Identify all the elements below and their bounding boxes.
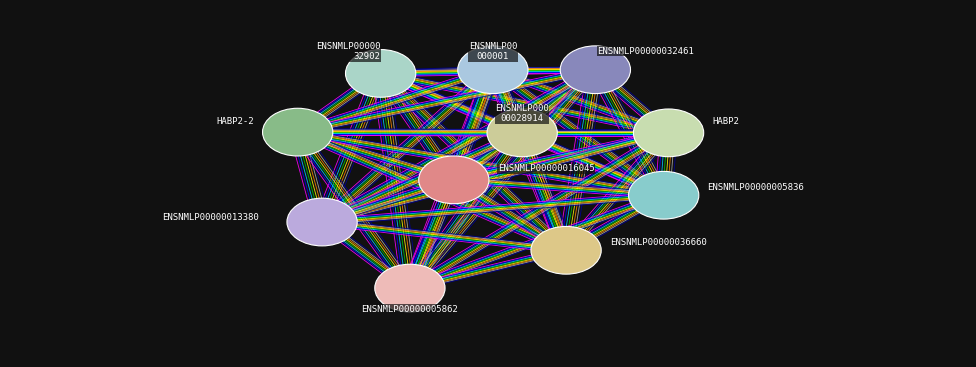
Ellipse shape (346, 50, 416, 97)
Ellipse shape (375, 264, 445, 312)
Ellipse shape (458, 46, 528, 94)
Text: ENSNMLP00000036660: ENSNMLP00000036660 (610, 239, 707, 247)
Text: ENSNMLP00000016045: ENSNMLP00000016045 (498, 164, 594, 173)
Text: ENSNMLP00
000001: ENSNMLP00 000001 (468, 42, 517, 61)
Text: ENSNMLP00000005862: ENSNMLP00000005862 (361, 305, 459, 313)
Text: HABP2: HABP2 (712, 117, 740, 126)
Ellipse shape (633, 109, 704, 157)
Text: ENSNMLP00000
32902: ENSNMLP00000 32902 (316, 42, 381, 61)
Text: HABP2-2: HABP2-2 (216, 117, 254, 126)
Text: ENSNMLP00000005836: ENSNMLP00000005836 (708, 184, 804, 192)
Ellipse shape (263, 108, 333, 156)
Text: ENSNMLP00000013380: ENSNMLP00000013380 (162, 213, 259, 222)
Ellipse shape (531, 226, 601, 274)
Ellipse shape (487, 109, 557, 157)
Ellipse shape (560, 46, 630, 94)
Ellipse shape (287, 198, 357, 246)
Text: ENSNMLP00000032461: ENSNMLP00000032461 (597, 47, 694, 56)
Text: ENSNMLP000
00028914: ENSNMLP000 00028914 (495, 104, 549, 123)
Ellipse shape (419, 156, 489, 204)
Ellipse shape (629, 171, 699, 219)
